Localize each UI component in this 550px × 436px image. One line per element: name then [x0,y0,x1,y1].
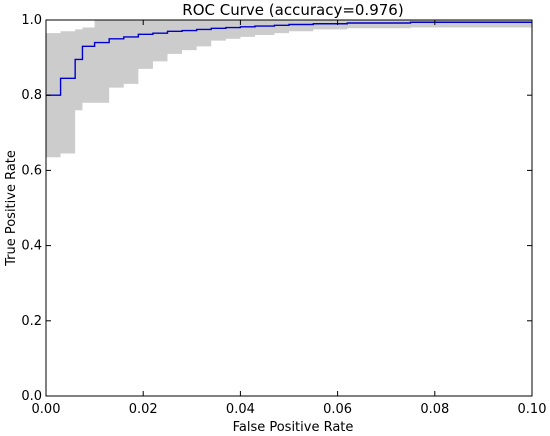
plot-frame [45,19,533,397]
x-tick-label: 0.04 [226,402,255,417]
x-tick-label: 0.02 [129,402,158,417]
y-tick-label: 0.2 [21,314,42,329]
y-tick-label: 0.6 [21,163,42,178]
roc-line [46,21,532,96]
y-tick-label: 1.0 [21,13,42,28]
y-tick-label: 0.8 [21,88,42,103]
chart-title: ROC Curve (accuracy=0.976) [182,1,403,19]
y-tick-label: 0.4 [21,239,42,254]
x-tick-label: 0.00 [32,402,61,417]
y-tick-label: 0.0 [21,389,42,404]
x-tick-label: 0.08 [420,402,449,417]
x-tick-label: 0.10 [518,402,547,417]
axis-ticks: 0.00 0.02 0.04 0.06 0.08 0.10 0.0 0.2 0.4 0.6 0.8 1… [21,13,546,417]
x-tick-label: 0.06 [323,402,352,417]
x-axis-label: False Positive Rate [233,420,354,435]
y-axis-label: True Positive Rate [4,150,19,267]
confidence-band [46,20,532,158]
plot-area [46,20,532,158]
